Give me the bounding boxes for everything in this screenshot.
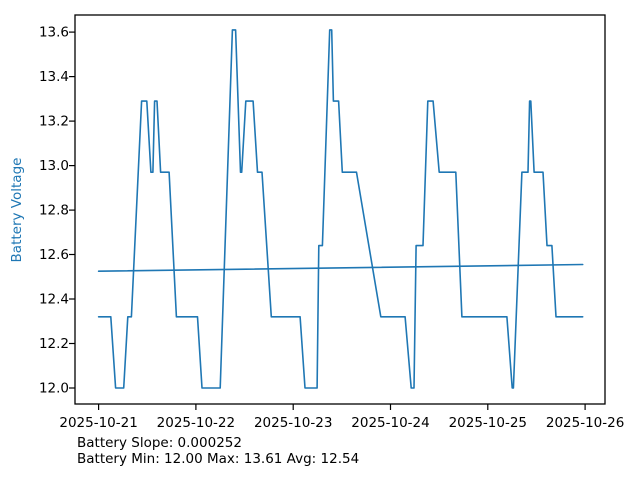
- plot-border: [74, 14, 606, 405]
- x-tick-label: 2025-10-21: [59, 415, 137, 431]
- y-tick-label: 12.8: [39, 203, 69, 219]
- y-tick-label: 13.4: [39, 69, 69, 85]
- x-tick-label: 2025-10-25: [449, 415, 527, 431]
- y-tick-label: 12.2: [39, 336, 69, 352]
- y-axis-label: Battery Voltage: [9, 158, 25, 263]
- x-tick-label: 2025-10-22: [157, 415, 235, 431]
- x-tick-label: 2025-10-24: [351, 415, 429, 431]
- y-tick-label: 13.6: [39, 25, 69, 41]
- stats-slope-text: Battery Slope: 0.000252: [77, 435, 242, 451]
- y-tick-label: 12.4: [39, 292, 69, 308]
- battery-voltage-line: [97, 29, 584, 389]
- y-tick-label: 12.6: [39, 247, 69, 263]
- trend-line: [97, 263, 584, 273]
- y-tick-label: 13.2: [39, 114, 69, 130]
- stats-minmaxavg-text: Battery Min: 12.00 Max: 13.61 Avg: 12.54: [77, 451, 360, 467]
- y-tick-label: 12.0: [39, 381, 69, 397]
- y-tick-label: 13.0: [39, 158, 69, 174]
- x-tick-label: 2025-10-26: [546, 415, 624, 431]
- x-tick-label: 2025-10-23: [254, 415, 332, 431]
